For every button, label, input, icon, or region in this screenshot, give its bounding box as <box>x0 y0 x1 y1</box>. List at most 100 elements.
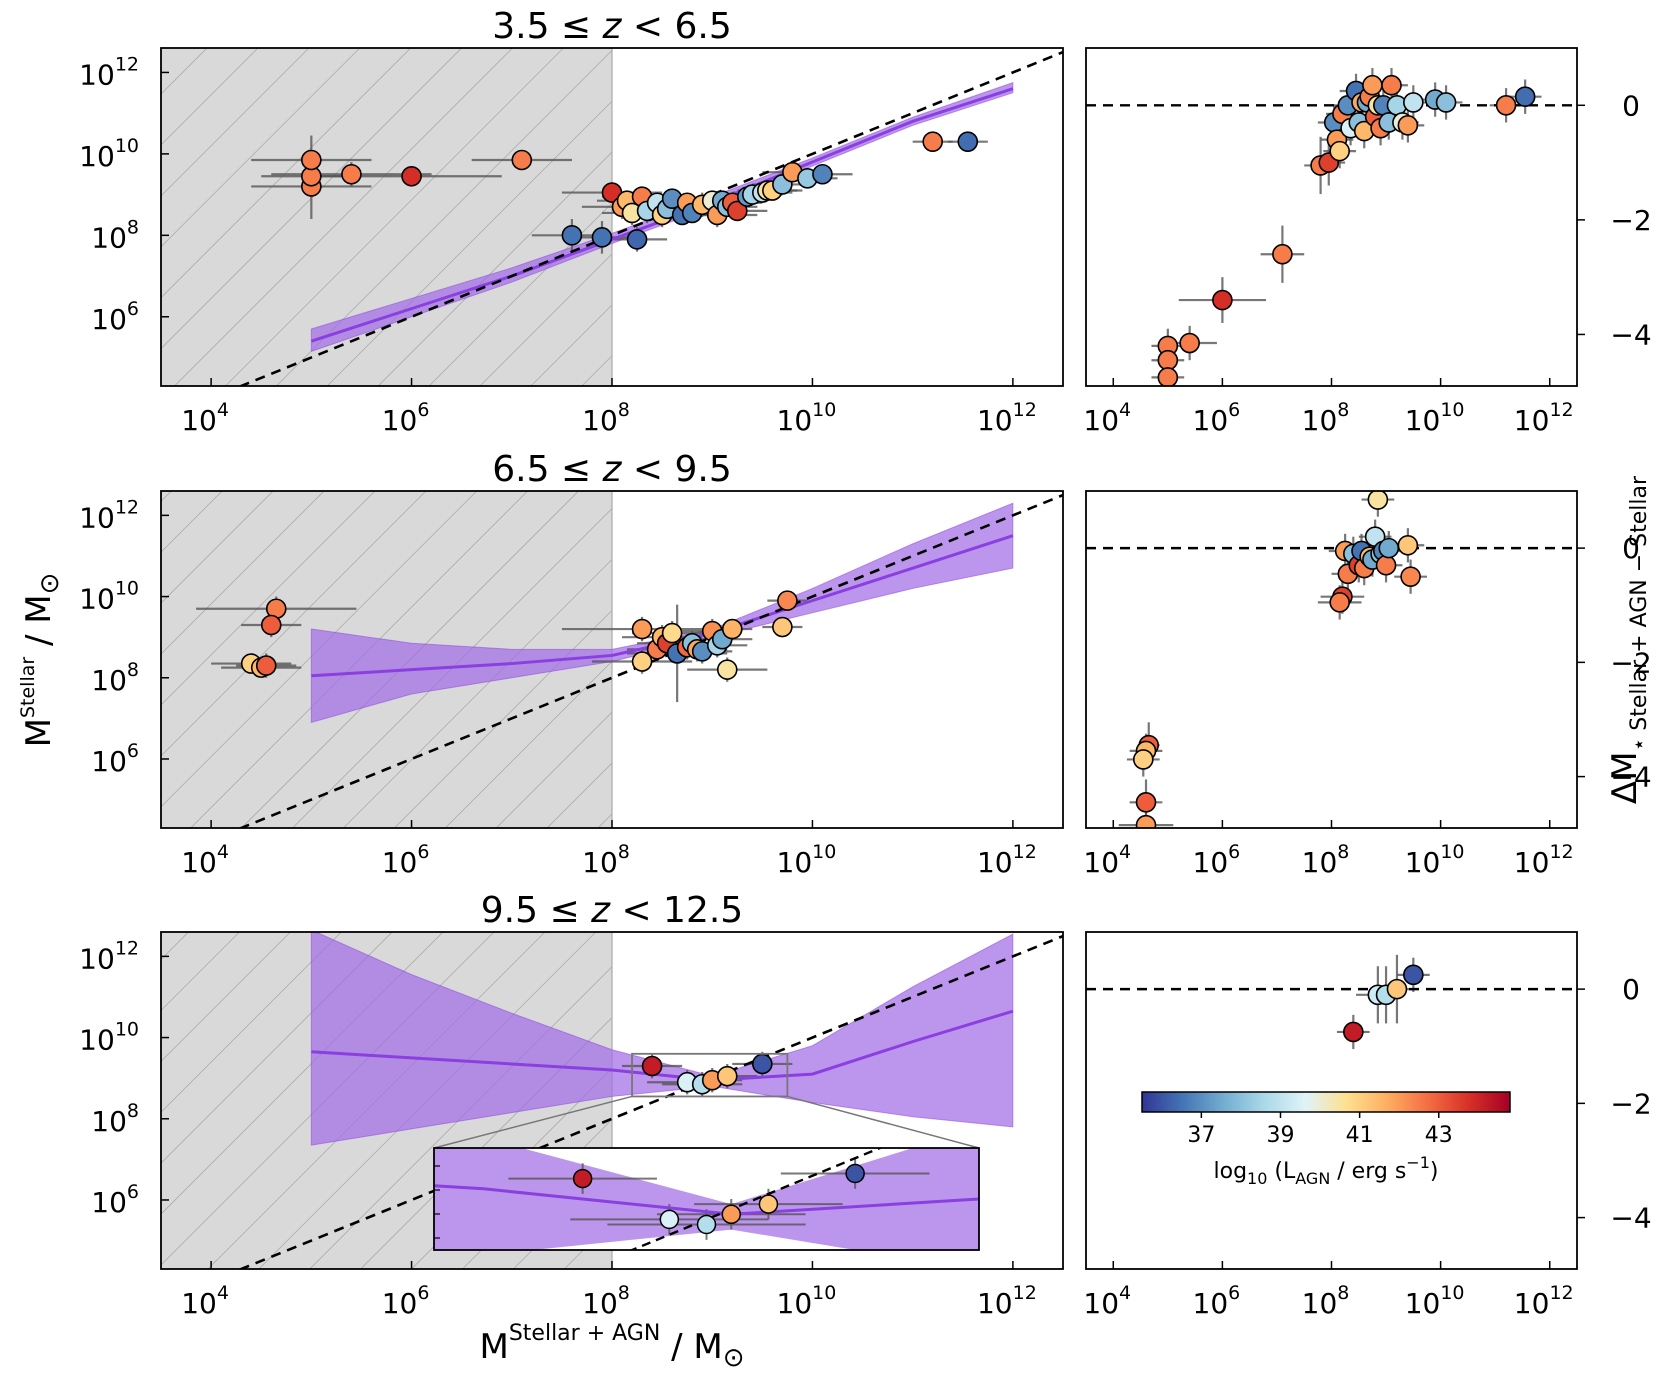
data-point <box>1403 964 1424 986</box>
data-point <box>812 163 833 185</box>
residual-panel-3-plotarea <box>1086 954 1577 1050</box>
ytick-label: 0 <box>1622 89 1640 122</box>
cb-prefix: log <box>1214 1159 1248 1184</box>
residual-panel-2: 0 −2 −4 104 106 108 1010 1012 <box>1083 490 1652 879</box>
data-point <box>1157 367 1179 386</box>
ytick-label: 108 <box>91 216 139 254</box>
title-2-post: < 9.5 <box>621 449 731 490</box>
data-point <box>401 165 422 187</box>
ytick-label: 1010 <box>79 135 139 173</box>
ytick-label: 1010 <box>79 1019 139 1057</box>
inset-data-point <box>721 1204 742 1225</box>
inset-data-point <box>659 1209 680 1230</box>
one-to-one-line <box>237 493 1063 828</box>
cb-exp: −1 <box>1406 1153 1430 1172</box>
data-point <box>661 622 683 644</box>
data-point <box>1397 534 1419 556</box>
residual-xtick-label: 1012 <box>1514 1282 1574 1320</box>
data-point <box>301 149 322 171</box>
data-point <box>1362 74 1383 96</box>
data-point <box>721 618 743 640</box>
residual-xtick-label: 106 <box>1193 841 1241 879</box>
data-point <box>1329 592 1350 613</box>
colorbar-bar <box>1141 1091 1511 1113</box>
residual-xtick-label: 104 <box>1083 399 1131 437</box>
data-point <box>260 614 282 636</box>
main-panel-2: 106 108 1010 1012 104 106 108 1010 1012 <box>79 490 1064 879</box>
cb-mid: (L <box>1267 1159 1296 1184</box>
ytick-label: 106 <box>91 1181 139 1219</box>
main-xtick-label: 1012 <box>977 841 1037 879</box>
data-point <box>1375 554 1397 576</box>
residual-xtick-label: 104 <box>1083 1282 1131 1320</box>
data-point <box>1386 978 1408 1000</box>
main-xtick-label: 106 <box>382 1282 430 1320</box>
y-axis-label: MStellar / M⊙ <box>17 573 65 748</box>
data-point <box>1135 814 1157 828</box>
inset-fit-line <box>434 1184 979 1216</box>
data-point <box>1132 749 1154 770</box>
data-point <box>716 659 738 680</box>
cb-close: ) <box>1430 1159 1439 1184</box>
ytick-label: 106 <box>91 740 139 778</box>
colorbar-tick-label: 39 <box>1266 1123 1294 1148</box>
shaded-region <box>161 48 612 386</box>
main-xtick-label: 104 <box>181 1282 229 1320</box>
data-point <box>641 1055 663 1077</box>
main-xtick-label: 1012 <box>977 1282 1037 1320</box>
ylabel-odot: ⊙ <box>35 573 65 595</box>
xlabel-sup: Stellar + AGN <box>509 1321 660 1346</box>
residual-xtick-label: 1010 <box>1405 1282 1465 1320</box>
data-point <box>1495 94 1517 116</box>
inset-data-point <box>758 1194 779 1214</box>
title-1-pre: 3.5 ≤ <box>492 6 602 47</box>
main-panel-2-plotarea <box>161 491 1063 828</box>
title-3-z: z <box>590 890 611 931</box>
main-xtick-label: 104 <box>181 399 229 437</box>
residual-xtick-label: 106 <box>1193 1282 1241 1320</box>
residual-xtick-label: 108 <box>1302 841 1350 879</box>
data-point <box>772 616 793 638</box>
ytick-label: −4 <box>1610 318 1651 351</box>
panel-2-title: 6.5 ≤ z < 9.5 <box>492 449 732 490</box>
data-point <box>255 655 277 676</box>
inset-data-point <box>845 1163 865 1184</box>
data-point <box>922 131 944 152</box>
title-1-z: z <box>602 6 623 47</box>
data-point <box>511 149 533 171</box>
residual-panel-1-plotarea <box>1086 68 1577 386</box>
inset-frame <box>433 1147 980 1251</box>
ytick-label: −2 <box>1610 204 1651 237</box>
data-point <box>1400 566 1421 587</box>
data-point <box>752 1053 773 1075</box>
colorbar-tick-label: 37 <box>1187 1123 1215 1148</box>
panel-3-title: 9.5 ≤ z < 12.5 <box>481 890 743 931</box>
fit-band <box>310 932 1014 1146</box>
cb-unit: / erg s <box>1330 1159 1406 1184</box>
data-point <box>1403 92 1424 113</box>
ytick-label: 1012 <box>79 937 139 975</box>
main-xtick-label: 1012 <box>977 399 1037 437</box>
data-point <box>1135 791 1157 813</box>
ylabel-sup: Stellar <box>17 657 39 718</box>
data-point <box>1179 332 1200 354</box>
main-xtick-label: 108 <box>582 399 630 437</box>
ytick-label: 1012 <box>79 53 139 91</box>
ytick-label: −4 <box>1610 761 1651 794</box>
inset-plotarea <box>434 1148 979 1250</box>
one-to-one-line <box>237 50 1063 386</box>
fit-line <box>311 1009 1014 1082</box>
zoom-connector <box>787 1095 980 1149</box>
fit-band <box>310 502 1014 724</box>
inset-data-point <box>572 1168 593 1189</box>
ytick-label: 0 <box>1622 973 1640 1006</box>
data-point <box>1157 349 1179 371</box>
one-to-one-line <box>237 934 1063 1269</box>
panel-frame <box>1085 490 1578 829</box>
ytick-label: 0 <box>1622 532 1640 565</box>
residual-xtick-label: 104 <box>1083 841 1131 879</box>
colorbar-label: log10 (LAGN / erg s−1) <box>1214 1153 1439 1188</box>
colorbar: 37 39 41 43 log10 (LAGN / erg s−1) <box>1141 1091 1511 1188</box>
residual-panel-3: 0 −2 −4 104 106 108 1010 1012 <box>1083 931 1652 1320</box>
ytick-label: 1010 <box>79 578 139 616</box>
